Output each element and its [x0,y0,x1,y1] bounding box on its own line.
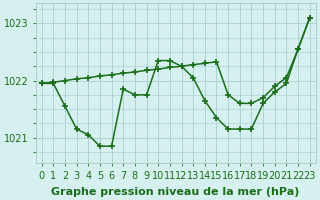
X-axis label: Graphe pression niveau de la mer (hPa): Graphe pression niveau de la mer (hPa) [52,187,300,197]
